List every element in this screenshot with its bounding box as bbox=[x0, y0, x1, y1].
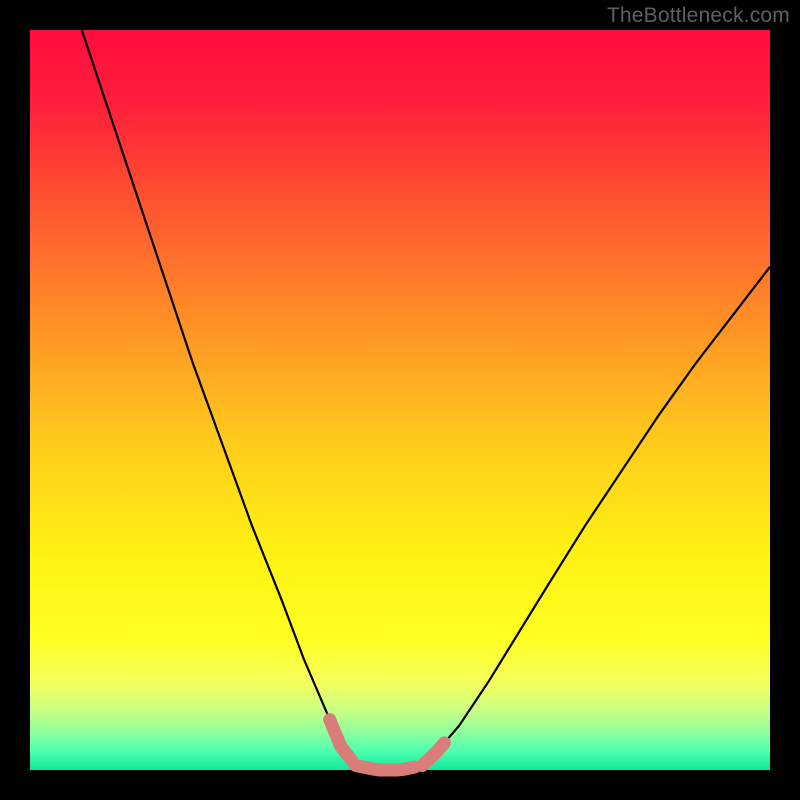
watermark-text: TheBottleneck.com bbox=[607, 4, 790, 28]
bottleneck-chart bbox=[0, 0, 800, 800]
gradient-background bbox=[30, 30, 770, 770]
optimal-range-highlight bbox=[356, 766, 415, 770]
chart-container: TheBottleneck.com bbox=[0, 0, 800, 800]
